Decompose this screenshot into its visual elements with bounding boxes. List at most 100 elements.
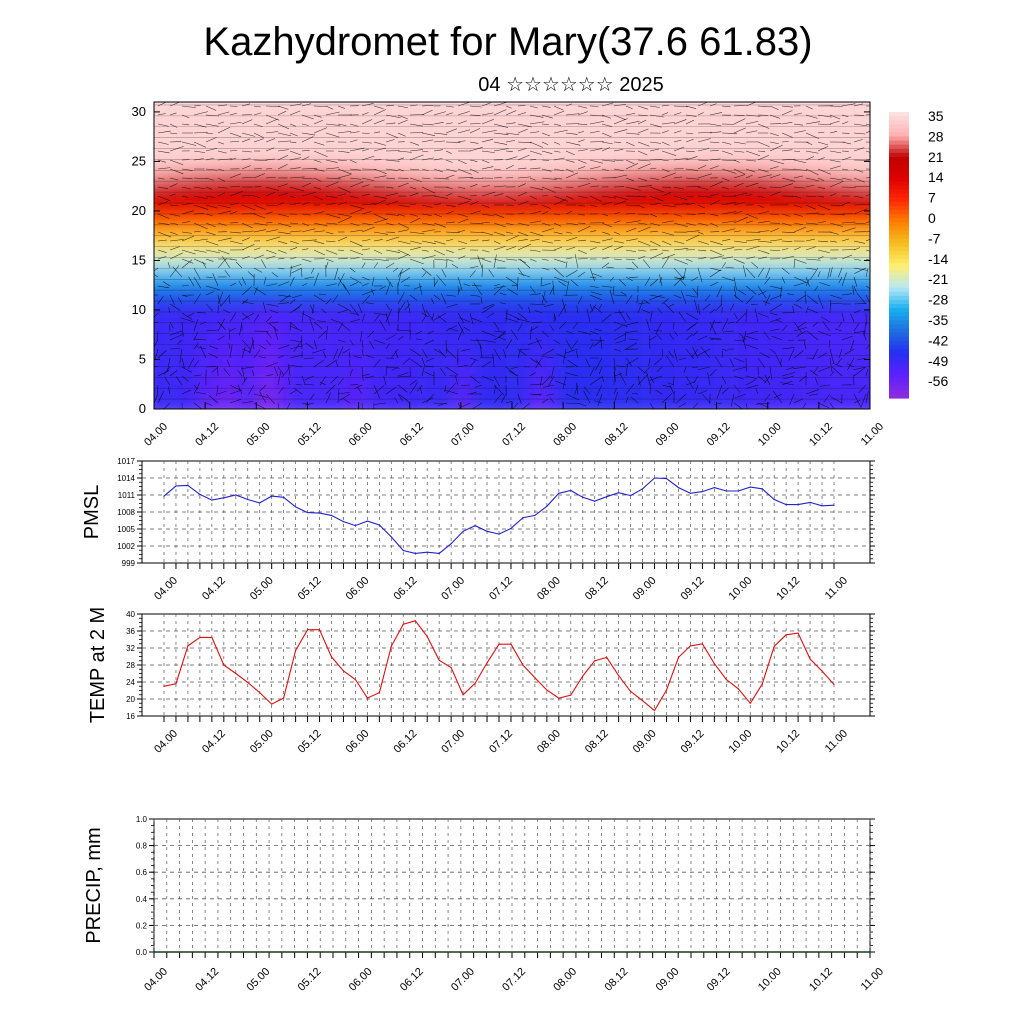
field-cell — [586, 266, 595, 271]
field-cell — [362, 310, 371, 315]
field-cell — [610, 222, 619, 227]
field-cell — [378, 210, 387, 215]
field-cell — [418, 290, 427, 295]
field-cell — [370, 398, 379, 403]
field-cell — [434, 134, 443, 139]
field-cell — [482, 294, 491, 299]
field-cell — [570, 358, 579, 363]
field-cell — [250, 410, 259, 415]
field-cell — [482, 262, 491, 267]
field-cell — [226, 146, 235, 151]
field-cell — [178, 222, 187, 227]
field-cell — [314, 290, 323, 295]
field-cell — [274, 138, 283, 143]
field-cell — [546, 294, 555, 299]
field-cell — [450, 350, 459, 355]
field-cell — [346, 142, 355, 147]
field-cell — [522, 106, 531, 111]
field-cell — [426, 278, 435, 283]
field-cell — [378, 158, 387, 163]
field-cell — [178, 406, 187, 409]
field-cell — [378, 166, 387, 171]
field-cell — [218, 402, 227, 407]
field-cell — [378, 202, 387, 207]
field-cell — [418, 270, 427, 275]
field-cell — [378, 386, 387, 391]
field-cell — [298, 194, 307, 199]
field-cell — [626, 182, 635, 187]
field-cell — [306, 94, 315, 99]
field-cell — [178, 238, 187, 243]
field-cell — [274, 314, 283, 319]
field-cell — [306, 146, 315, 151]
field-cell — [266, 294, 275, 299]
field-cell — [298, 110, 307, 115]
field-cell — [258, 246, 267, 251]
field-cell — [242, 286, 251, 291]
field-cell — [538, 106, 547, 111]
field-cell — [458, 134, 467, 139]
field-cell — [378, 282, 387, 287]
field-cell — [626, 102, 635, 107]
field-cell — [138, 138, 147, 143]
field-cell — [490, 154, 499, 159]
field-cell — [602, 238, 611, 243]
field-cell — [354, 226, 363, 231]
field-cell — [146, 94, 155, 99]
field-cell — [314, 250, 323, 255]
field-cell — [210, 198, 219, 203]
field-cell — [546, 362, 555, 367]
field-cell — [282, 206, 291, 211]
field-cell — [618, 386, 627, 391]
field-cell — [410, 138, 419, 143]
field-cell — [434, 162, 443, 167]
field-cell — [226, 278, 235, 283]
field-cell — [202, 202, 211, 207]
field-cell — [370, 394, 379, 399]
field-cell — [522, 146, 531, 151]
field-cell — [314, 346, 323, 351]
field-cell — [314, 134, 323, 139]
field-cell — [434, 254, 443, 259]
field-cell — [282, 258, 291, 263]
field-cell — [346, 402, 355, 407]
field-cell — [290, 354, 299, 359]
field-cell — [202, 318, 211, 323]
field-cell — [602, 326, 611, 331]
field-cell — [322, 346, 331, 351]
field-cell — [290, 198, 299, 203]
field-cell — [218, 190, 227, 195]
field-cell — [242, 174, 251, 179]
field-cell — [394, 258, 403, 263]
field-cell — [482, 278, 491, 283]
field-cell — [258, 298, 267, 303]
field-cell — [290, 162, 299, 167]
field-cell — [322, 286, 331, 291]
field-cell — [346, 166, 355, 171]
field-cell — [202, 398, 211, 403]
field-cell — [226, 134, 235, 139]
field-cell — [370, 334, 379, 339]
field-cell — [186, 374, 195, 379]
field-cell — [306, 334, 315, 339]
field-cell — [170, 334, 179, 339]
field-cell — [410, 406, 419, 409]
field-cell — [418, 226, 427, 231]
field-cell — [346, 334, 355, 339]
field-cell — [474, 162, 483, 167]
field-cell — [522, 406, 531, 409]
field-cell — [522, 214, 531, 219]
field-cell — [410, 198, 419, 203]
field-cell — [242, 110, 251, 115]
field-cell — [202, 206, 211, 211]
field-cell — [314, 334, 323, 339]
field-cell — [218, 342, 227, 347]
field-cell — [154, 314, 163, 319]
field-cell — [226, 302, 235, 307]
field-cell — [626, 214, 635, 219]
field-cell — [346, 110, 355, 115]
field-cell — [362, 390, 371, 395]
field-cell — [242, 338, 251, 343]
field-cell — [266, 198, 275, 203]
field-cell — [530, 318, 539, 323]
